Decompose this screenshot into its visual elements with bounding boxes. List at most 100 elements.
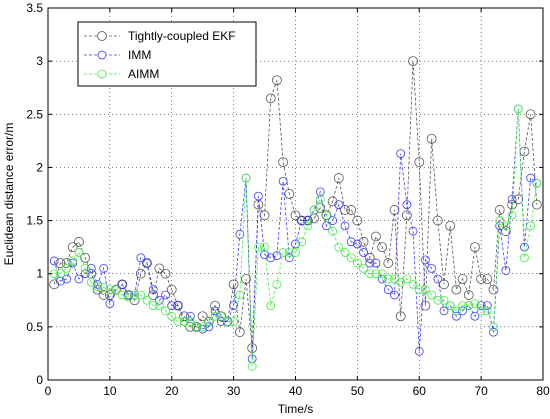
data-point [80, 269, 90, 279]
y-tick-label: 1.5 [26, 214, 43, 228]
data-point [247, 361, 257, 371]
grid [48, 8, 543, 380]
data-point [154, 263, 165, 274]
data-point [482, 274, 493, 284]
data-point [179, 317, 189, 326]
data-point [359, 248, 368, 257]
data-point [315, 187, 325, 197]
data-point [383, 285, 393, 295]
y-tick-label: 2.5 [26, 107, 43, 121]
data-point [507, 210, 517, 220]
data-point [358, 236, 369, 247]
x-axis-label: Time/s [278, 402, 314, 416]
data-point [185, 317, 195, 326]
data-point [160, 268, 171, 279]
data-point [414, 157, 425, 168]
data-point [105, 299, 115, 308]
data-point [309, 205, 319, 215]
ticks [47, 7, 544, 381]
data-point [241, 274, 251, 284]
data-point [464, 301, 474, 311]
data-point [352, 239, 362, 249]
data-point [421, 255, 430, 265]
data-point [80, 263, 90, 273]
data-point [333, 173, 344, 183]
data-point [124, 290, 133, 300]
data-point [371, 269, 381, 279]
data-point [235, 290, 245, 300]
data-point [161, 306, 170, 316]
data-point [284, 253, 294, 263]
data-point [303, 216, 313, 225]
data-point [525, 109, 536, 120]
x-tick-label: 80 [536, 384, 550, 398]
data-point [427, 263, 437, 273]
data-point [463, 290, 474, 300]
series-line [53, 61, 538, 349]
data-point [451, 306, 461, 316]
data-point [377, 274, 387, 284]
data-point [203, 316, 214, 327]
data-point [272, 279, 282, 289]
data-point [216, 311, 226, 321]
data-point [482, 301, 492, 311]
data-point [272, 75, 282, 86]
data-point [531, 199, 542, 210]
data-point [49, 279, 60, 290]
data-point [111, 284, 121, 295]
data-point [148, 290, 159, 300]
y-tick-label: 1 [36, 267, 43, 281]
data-point [352, 258, 362, 268]
data-point [470, 311, 480, 321]
data-point [395, 311, 406, 322]
data-point [62, 263, 71, 273]
y-tick-label: 0 [36, 373, 43, 387]
data-point [315, 194, 325, 204]
data-point [135, 268, 146, 279]
data-point [297, 237, 307, 247]
data-point [235, 229, 245, 239]
data-point [117, 279, 127, 289]
data-point [74, 274, 84, 284]
data-point [445, 301, 455, 311]
series-line [53, 108, 538, 359]
data-point [328, 226, 338, 236]
data-point [185, 311, 195, 321]
data-point [253, 242, 263, 252]
data-point [266, 253, 276, 263]
legend-label: Tightly-coupled EKF [128, 29, 236, 43]
data-point [377, 242, 388, 253]
data-point [322, 210, 331, 220]
data-point [216, 317, 226, 326]
data-point [346, 237, 356, 247]
data-point [136, 290, 146, 300]
data-point [401, 210, 412, 221]
data-point [408, 226, 418, 236]
data-point [55, 269, 65, 279]
data-point [148, 301, 158, 311]
data-point [433, 295, 443, 305]
data-point [55, 258, 66, 268]
data-point [457, 274, 468, 284]
data-point [210, 300, 220, 311]
tick-labels: 0 10 20 30 40 50 60 70 80 0 0.5 1 1.5 2 2.5 3 3.5 [26, 1, 550, 398]
data-point [470, 242, 480, 253]
data-point [117, 279, 128, 290]
data-point [390, 290, 399, 300]
data-point [458, 301, 467, 311]
data-point [365, 258, 375, 268]
data-point [67, 242, 78, 253]
legend-label: IMM [128, 48, 151, 62]
data-point [296, 215, 307, 226]
data-point [383, 258, 394, 268]
x-tick-label: 30 [227, 384, 241, 398]
data-point [451, 284, 462, 295]
data-point [86, 277, 96, 287]
data-point [482, 306, 492, 316]
x-tick-label: 20 [165, 384, 179, 398]
data-point [352, 215, 363, 226]
data-point [371, 231, 381, 242]
data-point [148, 285, 158, 295]
data-point [74, 236, 84, 247]
